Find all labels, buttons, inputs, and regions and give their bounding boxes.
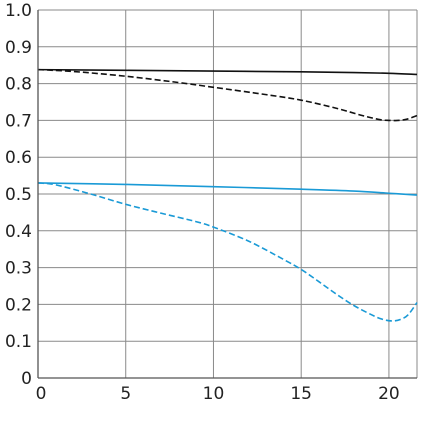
series-line-4-dashed — [37, 182, 418, 322]
y-tick-label: 0.8 — [5, 75, 32, 95]
series-line-2-dashed — [37, 68, 418, 122]
y-tick-label: 0.9 — [5, 38, 32, 58]
x-tick-label: 5 — [120, 384, 131, 404]
y-tick-label: 0.6 — [5, 148, 32, 168]
x-tick-label: 15 — [290, 384, 312, 404]
grid — [38, 9, 418, 378]
y-tick-label: 0.7 — [5, 111, 32, 131]
y-tick-label: 0.1 — [5, 332, 32, 352]
x-axis-tick-labels: 0 5 10 15 20 — [36, 384, 400, 404]
series-line-1-solid — [37, 68, 418, 76]
y-tick-label: 0.5 — [5, 185, 32, 205]
y-axis-tick-labels: 0 0.1 0.2 0.3 0.4 0.5 0.6 0.7 0.8 0.9 1.0 — [5, 1, 32, 389]
x-tick-label: 10 — [203, 384, 225, 404]
series-lines — [37, 68, 418, 322]
y-tick-label: 0.2 — [5, 295, 32, 315]
y-tick-label: 0.4 — [5, 222, 32, 242]
x-tick-label: 20 — [378, 384, 400, 404]
y-tick-label: 0 — [21, 369, 32, 389]
series-line-3-solid — [37, 182, 418, 196]
x-tick-label: 0 — [36, 384, 47, 404]
axes — [37, 10, 417, 379]
y-tick-label: 1.0 — [5, 1, 32, 21]
y-tick-label: 0.3 — [5, 259, 32, 279]
